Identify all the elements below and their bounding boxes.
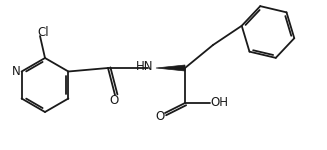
Text: HN: HN [136,60,154,72]
Text: O: O [155,111,164,123]
Text: N: N [12,65,21,78]
Text: Cl: Cl [37,26,49,39]
Text: O: O [109,94,119,108]
Polygon shape [156,65,185,71]
Text: OH: OH [210,96,228,110]
